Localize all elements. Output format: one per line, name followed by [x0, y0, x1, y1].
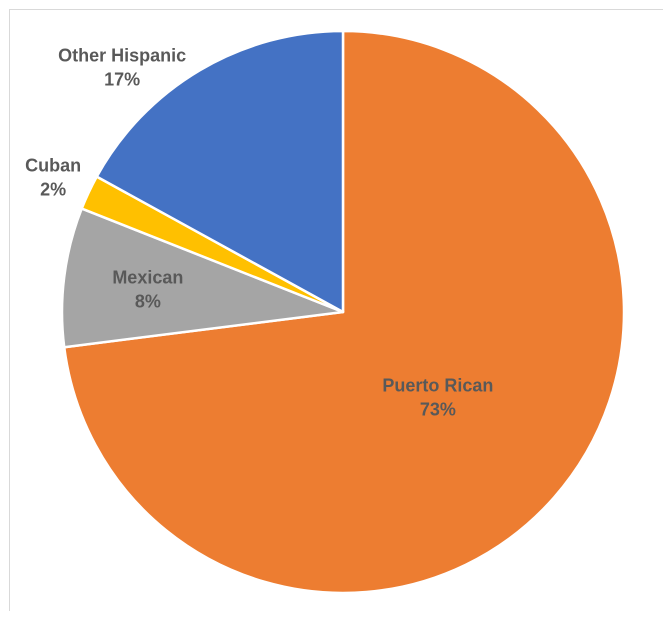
pie-slices — [60, 29, 626, 595]
pie-slice-mexican — [60, 207, 345, 349]
pie-slice-other-hispanic — [95, 29, 345, 314]
pie-labels: Puerto Rican 73% Mexican 8% Cuban 2% Other His… — [25, 45, 493, 419]
slice-percent-label: 73% — [420, 400, 456, 420]
slice-percent-label: 2% — [40, 180, 66, 200]
slice-label: Puerto Rican — [382, 376, 493, 396]
slice-percent-label: 17% — [104, 69, 140, 89]
slice-label: Other Hispanic — [58, 45, 186, 65]
slice-percent-label: 8% — [135, 291, 161, 311]
slice-label: Mexican — [112, 267, 183, 287]
slice-label: Cuban — [25, 156, 81, 176]
chart-area — [9, 9, 663, 611]
